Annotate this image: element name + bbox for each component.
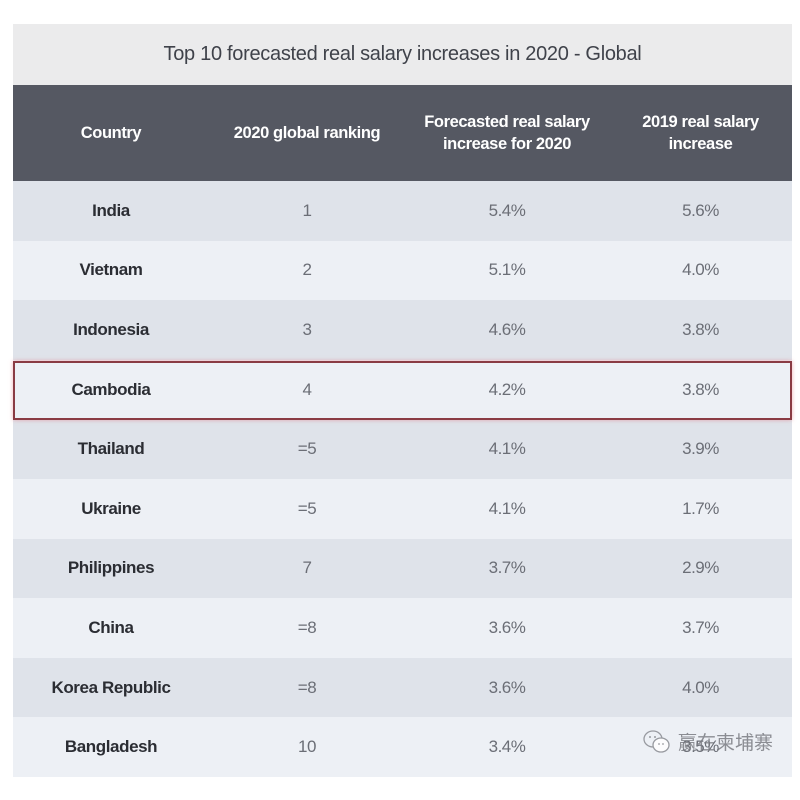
table-row: Ukraine =5 4.1% 1.7% [13,478,792,539]
table-row: Thailand =5 4.1% 3.9% [13,419,792,479]
cell-actual-2019: 4.0% [682,677,719,697]
cell-forecast-2020: 4.1% [488,439,526,459]
cell-forecast-2020: 3.7% [488,558,526,578]
cell-actual-2019: 5.6% [682,200,719,220]
cell-forecast-2020: 5.1% [488,260,526,280]
cell-ranking: 10 [298,737,316,757]
cell-actual-2019: 4.0% [682,260,719,280]
table-title-text: Top 10 forecasted real salary increases … [163,43,642,65]
table-row-highlighted: Cambodia 4 4.2% 3.8% [13,359,792,420]
cell-forecast-2020: 4.2% [488,379,526,399]
table-row: Korea Republic =8 3.6% 4.0% [13,657,792,718]
watermark-text: 赢在柬埔寨 [678,733,774,754]
cell-country: Thailand [77,439,145,459]
cell-ranking: 4 [302,379,312,399]
cell-actual-2019: 2.9% [682,558,719,578]
table-row: Indonesia 3 4.6% 3.8% [13,300,792,360]
header-country: Country [80,124,142,142]
cell-ranking: 2 [302,260,312,280]
wechat-icon [643,729,670,753]
table-row: India 1 5.4% 5.6% [13,181,792,241]
table-row: Vietnam 2 5.1% 4.0% [13,240,792,301]
salary-table: Top 10 forecasted real salary increases … [13,24,792,777]
cell-country: India [92,200,130,220]
cell-ranking: 3 [302,319,312,339]
watermark: 赢在柬埔寨 [642,728,773,755]
cell-forecast-2020: 3.4% [488,737,526,757]
cell-country: Ukraine [81,498,141,518]
cell-country: Cambodia [71,379,151,399]
cell-actual-2019: 3.7% [682,617,719,637]
cell-country: China [88,617,134,637]
cell-forecast-2020: 3.6% [488,677,526,697]
header-ranking: 2020 global ranking [233,124,381,142]
cell-ranking: =8 [297,677,317,697]
cell-ranking: =5 [297,439,317,459]
table-header: Country 2020 global ranking Forecasted r… [13,85,792,181]
cell-ranking: =8 [297,617,317,637]
cell-actual-2019: 3.5% [682,737,719,757]
cell-forecast-2020: 4.6% [488,319,526,339]
cell-ranking: 1 [302,200,312,220]
cell-country: Indonesia [73,319,149,339]
header-actual-2019: 2019 real salary increase [642,113,759,153]
cell-country: Bangladesh [64,737,158,757]
cell-country: Vietnam [79,260,143,280]
header-forecast-2020: Forecasted real salary increase for 2020 [424,113,590,153]
cell-forecast-2020: 4.1% [488,498,526,518]
cell-actual-2019: 3.8% [682,319,719,339]
table-row: Philippines 7 3.7% 2.9% [13,538,792,599]
table-title: Top 10 forecasted real salary increases … [13,24,792,85]
cell-actual-2019: 3.8% [682,379,719,399]
cell-actual-2019: 3.9% [682,439,719,459]
cell-forecast-2020: 5.4% [488,200,526,220]
table-body: India 1 5.4% 5.6% Vietnam 2 5.1% 4.0% In… [13,181,792,777]
cell-actual-2019: 1.7% [682,498,719,518]
cell-ranking: 7 [302,558,312,578]
table-row: China =8 3.6% 3.7% [13,598,792,658]
cell-country: Korea Republic [51,677,171,697]
cell-country: Philippines [67,558,155,578]
cell-ranking: =5 [297,498,317,518]
cell-forecast-2020: 3.6% [488,617,526,637]
